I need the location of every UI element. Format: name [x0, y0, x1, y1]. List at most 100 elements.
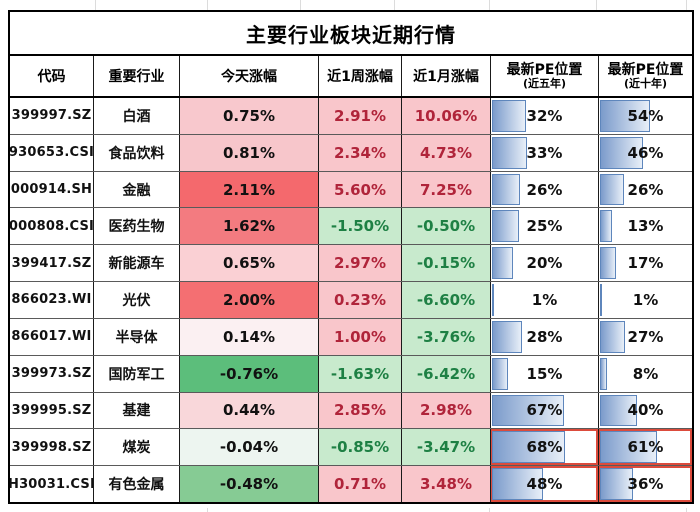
- cell-code: 399995.SZ: [10, 392, 94, 429]
- cell-today-change: 0.44%: [180, 392, 319, 429]
- cell-code: 930653.CSI: [10, 134, 94, 171]
- cell-week-change: 2.97%: [319, 245, 402, 282]
- pe-value: 1%: [531, 290, 558, 309]
- header-today-change: 今天涨幅: [180, 56, 319, 96]
- pe-data-bar: [492, 284, 494, 316]
- header-pe-10y-sub: (近十年): [623, 76, 668, 90]
- cell-today-change: 2.00%: [180, 282, 319, 318]
- gridline: [95, 0, 96, 10]
- pe-value: 26%: [627, 180, 664, 199]
- cell-code: H30031.CSI: [10, 466, 94, 502]
- cell-week-change: 0.23%: [319, 282, 402, 318]
- cell-pe-5y: 48%: [491, 466, 599, 502]
- pe-data-bar: [492, 136, 528, 169]
- pe-value: 67%: [526, 401, 563, 420]
- cell-pe-5y: 32%: [491, 98, 599, 134]
- cell-week-change: 1.00%: [319, 318, 402, 355]
- cell-month-change: 7.25%: [402, 171, 491, 208]
- pe-data-bar: [600, 136, 643, 169]
- table-title: 主要行业板块近期行情: [10, 12, 692, 56]
- cell-today-change: -0.48%: [180, 466, 319, 502]
- cell-pe-10y: 17%: [599, 245, 692, 282]
- pe-data-bar: [600, 173, 625, 206]
- pe-data-bar: [492, 357, 509, 390]
- cell-week-change: 2.91%: [319, 98, 402, 134]
- cell-industry: 光伏: [94, 282, 180, 318]
- pe-value: 61%: [627, 438, 664, 457]
- cell-pe-5y: 68%: [491, 429, 599, 466]
- cell-industry: 国防军工: [94, 355, 180, 392]
- header-pe-5y-title: 最新PE位置: [506, 61, 583, 78]
- cell-today-change: 0.75%: [180, 98, 319, 134]
- cell-week-change: -1.50%: [319, 208, 402, 245]
- cell-month-change: -6.42%: [402, 355, 491, 392]
- cell-today-change: 2.11%: [180, 171, 319, 208]
- cell-industry: 新能源车: [94, 245, 180, 282]
- cell-week-change: 0.71%: [319, 466, 402, 502]
- pe-value: 25%: [526, 217, 563, 236]
- cell-pe-5y: 15%: [491, 355, 599, 392]
- cell-pe-10y: 61%: [599, 429, 692, 466]
- cell-today-change: 0.81%: [180, 134, 319, 171]
- pe-value: 40%: [627, 401, 664, 420]
- pe-value: 32%: [526, 106, 563, 125]
- pe-data-bar: [492, 210, 519, 243]
- cell-pe-10y: 36%: [599, 466, 692, 502]
- cell-industry: 有色金属: [94, 466, 180, 502]
- gridline: [686, 0, 687, 10]
- cell-month-change: -6.60%: [402, 282, 491, 318]
- cell-pe-10y: 40%: [599, 392, 692, 429]
- cell-pe-5y: 26%: [491, 171, 599, 208]
- cell-month-change: 4.73%: [402, 134, 491, 171]
- header-industry: 重要行业: [94, 56, 180, 96]
- gridline: [686, 508, 687, 512]
- pe-data-bar: [600, 394, 638, 427]
- gridline: [596, 0, 597, 10]
- cell-industry: 煤炭: [94, 429, 180, 466]
- pe-value: 48%: [526, 475, 563, 494]
- cell-week-change: -0.85%: [319, 429, 402, 466]
- pe-data-bar: [492, 320, 522, 353]
- gridline: [207, 0, 208, 10]
- cell-code: 399998.SZ: [10, 429, 94, 466]
- cell-industry: 基建: [94, 392, 180, 429]
- pe-data-bar: [600, 284, 602, 316]
- cell-today-change: 0.65%: [180, 245, 319, 282]
- pe-value: 33%: [526, 143, 563, 162]
- pe-value: 20%: [526, 254, 563, 273]
- cell-code: 000808.CSI: [10, 208, 94, 245]
- pe-value: 27%: [627, 327, 664, 346]
- gridline: [489, 508, 490, 512]
- cell-pe-10y: 13%: [599, 208, 692, 245]
- cell-industry: 食品饮料: [94, 134, 180, 171]
- cell-industry: 医药生物: [94, 208, 180, 245]
- cell-industry: 白酒: [94, 98, 180, 134]
- cell-pe-5y: 20%: [491, 245, 599, 282]
- pe-data-bar: [600, 247, 616, 280]
- cell-pe-10y: 8%: [599, 355, 692, 392]
- table-row: 399417.SZ 新能源车 0.65% 2.97% -0.15% 20% 17…: [10, 245, 692, 283]
- cell-month-change: -0.15%: [402, 245, 491, 282]
- cell-week-change: -1.63%: [319, 355, 402, 392]
- pe-value: 28%: [526, 327, 563, 346]
- table-row: 930653.CSI 食品饮料 0.81% 2.34% 4.73% 33% 46…: [10, 134, 692, 172]
- pe-data-bar: [600, 468, 634, 500]
- pe-data-bar: [600, 100, 651, 132]
- cell-code: 399997.SZ: [10, 98, 94, 134]
- pe-value: 17%: [627, 254, 664, 273]
- pe-value: 13%: [627, 217, 664, 236]
- pe-value: 68%: [526, 438, 563, 457]
- header-code: 代码: [10, 56, 94, 96]
- cell-pe-10y: 46%: [599, 134, 692, 171]
- cell-pe-5y: 67%: [491, 392, 599, 429]
- pe-data-bar: [600, 357, 608, 390]
- cell-week-change: 2.34%: [319, 134, 402, 171]
- cell-pe-10y: 54%: [599, 98, 692, 134]
- pe-value: 46%: [627, 143, 664, 162]
- cell-pe-5y: 1%: [491, 282, 599, 318]
- pe-value: 8%: [632, 364, 659, 383]
- cell-today-change: 1.62%: [180, 208, 319, 245]
- cell-code: 399417.SZ: [10, 245, 94, 282]
- cell-pe-10y: 27%: [599, 318, 692, 355]
